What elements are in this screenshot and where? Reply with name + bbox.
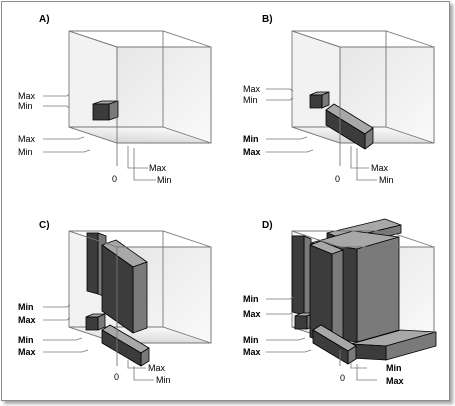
data-block-floor-slab [350, 329, 437, 361]
data-block-column-front [309, 240, 344, 347]
left-label-1: Min [18, 302, 34, 312]
bottom-label-2: Min [379, 175, 394, 185]
panel-label: B) [262, 14, 273, 25]
data-block-column-thin [291, 235, 312, 319]
bottom-label-1: Max [148, 363, 166, 373]
left-label-1: Min [243, 294, 259, 304]
bottom-label-1: Min [386, 363, 402, 373]
left-label-2: Min [18, 101, 33, 111]
panel-b: B) Max Min Min Max [243, 14, 435, 185]
left-label-2: Max [243, 309, 261, 319]
cube-front-edges [291, 230, 435, 366]
origin-label: 0 [335, 174, 340, 184]
left-label-3: Max [18, 134, 36, 144]
cube-front-edges [291, 30, 435, 166]
left-label-1: Max [18, 91, 36, 101]
panel-c: C) [18, 220, 212, 385]
data-block-bar [312, 324, 357, 365]
data-block-bar [101, 324, 150, 367]
left-label-4: Max [18, 347, 36, 357]
data-block-bar [325, 103, 374, 150]
data-block [92, 100, 119, 121]
left-label-2: Max [18, 315, 36, 325]
left-label-3: Min [243, 134, 259, 144]
cube-back-wall [68, 30, 212, 144]
bottom-label-2: Min [157, 175, 172, 185]
bottom-label-1: Max [149, 163, 167, 173]
panel-label: C) [39, 220, 50, 231]
left-label-4: Min [18, 147, 33, 157]
bottom-label-1: Max [371, 163, 389, 173]
origin-label: 0 [114, 372, 119, 382]
left-label-3: Min [18, 335, 34, 345]
panel-a: A) Max Min Max Min 0 Max Min [18, 14, 212, 185]
cube-front-edges [68, 230, 212, 366]
left-label-1: Max [243, 84, 261, 94]
data-block-small [309, 91, 330, 109]
panel-label: A) [39, 14, 50, 25]
left-label-2: Min [243, 95, 258, 105]
bottom-label-2: Max [386, 376, 404, 386]
panel-label: D) [262, 220, 273, 231]
bottom-label-2: Min [156, 375, 171, 385]
cube-front-edges [68, 30, 212, 166]
data-block-small [85, 313, 106, 331]
left-label-3: Min [243, 335, 259, 345]
left-label-4: Max [243, 347, 261, 357]
origin-label: 0 [112, 174, 117, 184]
left-label-4: Max [243, 147, 261, 157]
origin-label: 0 [340, 373, 345, 383]
panel-d: D) [243, 218, 437, 386]
data-block-column-wide [101, 239, 148, 334]
